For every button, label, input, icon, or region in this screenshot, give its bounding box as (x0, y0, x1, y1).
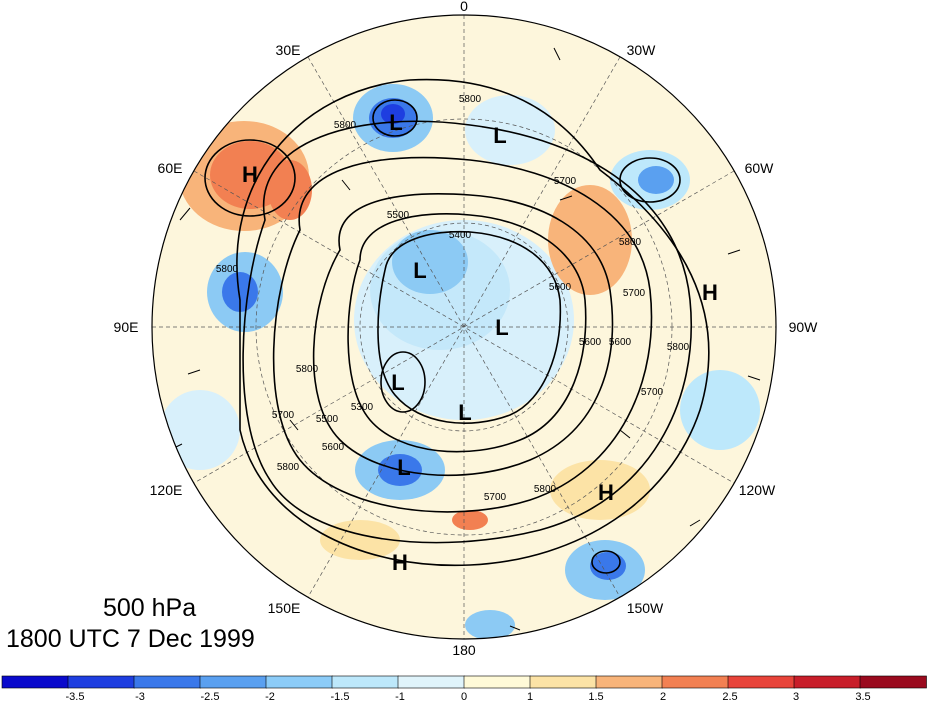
colorbar-swatch (265, 675, 333, 689)
colorbar-swatch (331, 675, 399, 689)
colorbar-swatch (793, 675, 861, 689)
lon-label-30w: 30W (627, 42, 657, 58)
graticule (152, 15, 776, 639)
pressure-center-label: L (389, 110, 402, 135)
hemisphere-disk (152, 15, 776, 639)
colorbar-tick-label: -2.5 (201, 691, 220, 702)
valid-time-caption: 1800 UTC 7 Dec 1999 (6, 625, 255, 653)
lon-label-180: 180 (452, 642, 476, 658)
colorbar-tick-label: 3 (793, 691, 799, 702)
pressure-center-label: L (458, 400, 471, 425)
contour-label: 5800 (459, 94, 482, 105)
lon-label-90e: 90E (114, 319, 139, 335)
pressure-center-label: L (493, 123, 506, 148)
contour-label: 5600 (609, 337, 632, 348)
contour-label: 5500 (387, 210, 410, 221)
lon-label-150e: 150E (268, 600, 301, 616)
pressure-center-label: H (702, 280, 718, 305)
colorbar-tick-label: -3 (135, 691, 145, 702)
colorbar-ticks: -3.5 -3 -2.5 -2 -1.5 -1 0 1 1.5 2 2.5 3 … (66, 691, 871, 702)
contour-label: 5700 (554, 176, 577, 187)
contour-label: 5500 (316, 414, 339, 425)
lon-label-60w: 60W (745, 160, 775, 176)
colorbar-swatch (67, 675, 135, 689)
colorbar: -3.5 -3 -2.5 -2 -1.5 -1 0 1 1.5 2 2.5 3 … (1, 675, 927, 702)
contour-label: 5600 (549, 282, 572, 293)
pressure-center-label: L (391, 370, 404, 395)
height-contours (204, 78, 710, 574)
contour-label: 5800 (619, 237, 642, 248)
colorbar-swatch (199, 675, 267, 689)
lon-label-90w: 90W (789, 319, 819, 335)
colorbar-tick-label: 2.5 (722, 691, 737, 702)
lon-label-0: 0 (460, 0, 468, 14)
lon-label-120e: 120E (150, 482, 183, 498)
lon-label-30e: 30E (276, 42, 301, 58)
colorbar-tick-label: 1 (527, 691, 533, 702)
colorbar-tick-label: -2 (265, 691, 275, 702)
anomaly-shading (160, 84, 760, 639)
contour-label: 5800 (534, 484, 557, 495)
colorbar-swatch (595, 675, 663, 689)
colorbar-tick-label: 3.5 (855, 691, 870, 702)
pressure-center-label: H (392, 550, 408, 575)
contour-label: 5600 (322, 442, 345, 453)
colorbar-tick-label: 0 (461, 691, 467, 702)
colorbar-swatches (1, 675, 927, 689)
colorbar-swatch (463, 675, 531, 689)
contour-label: 5700 (623, 288, 646, 299)
contour-label: 5700 (272, 410, 295, 421)
colorbar-tick-label: -1 (395, 691, 405, 702)
lon-label-150w: 150W (627, 600, 664, 616)
contour-label: 5600 (579, 337, 602, 348)
colorbar-swatch (397, 675, 465, 689)
contour-label: 5300 (351, 402, 374, 413)
contour-label: 5800 (667, 342, 690, 353)
colorbar-tick-label: 1.5 (588, 691, 603, 702)
colorbar-swatch (727, 675, 795, 689)
pressure-center-label: H (598, 480, 614, 505)
contour-label: 5800 (296, 364, 319, 375)
contour-label: 5700 (641, 387, 664, 398)
contour-label: 5800 (277, 462, 300, 473)
colorbar-swatch (529, 675, 597, 689)
contour-label: 5800 (216, 264, 239, 275)
colorbar-swatch (133, 675, 201, 689)
pressure-center-label: L (413, 258, 426, 283)
lon-label-60e: 60E (158, 160, 183, 176)
longitude-labels: 0 30W 60W 90W 120W 150W 180 150E 120E 90… (114, 0, 819, 658)
pressure-level-caption: 500 hPa (103, 594, 197, 622)
pressure-center-label: L (397, 455, 410, 480)
pressure-center-label: H (242, 162, 258, 187)
colorbar-swatch (859, 675, 927, 689)
contour-label: 5800 (334, 120, 357, 131)
contour-labels: 5800 5800 5700 5800 5500 5400 5800 5600 … (216, 94, 690, 503)
map-border (151, 14, 777, 640)
pressure-centers: H L L L L H L L L H H (242, 110, 718, 575)
colorbar-swatch (1, 675, 69, 689)
pressure-center-label: L (495, 315, 508, 340)
colorbar-tick-label: -1.5 (331, 691, 350, 702)
contour-label: 5700 (484, 492, 507, 503)
colorbar-tick-label: 2 (660, 691, 666, 702)
colorbar-tick-label: -3.5 (66, 691, 85, 702)
colorbar-swatch (661, 675, 729, 689)
contour-label: 5400 (449, 230, 472, 241)
lon-label-120w: 120W (739, 482, 776, 498)
